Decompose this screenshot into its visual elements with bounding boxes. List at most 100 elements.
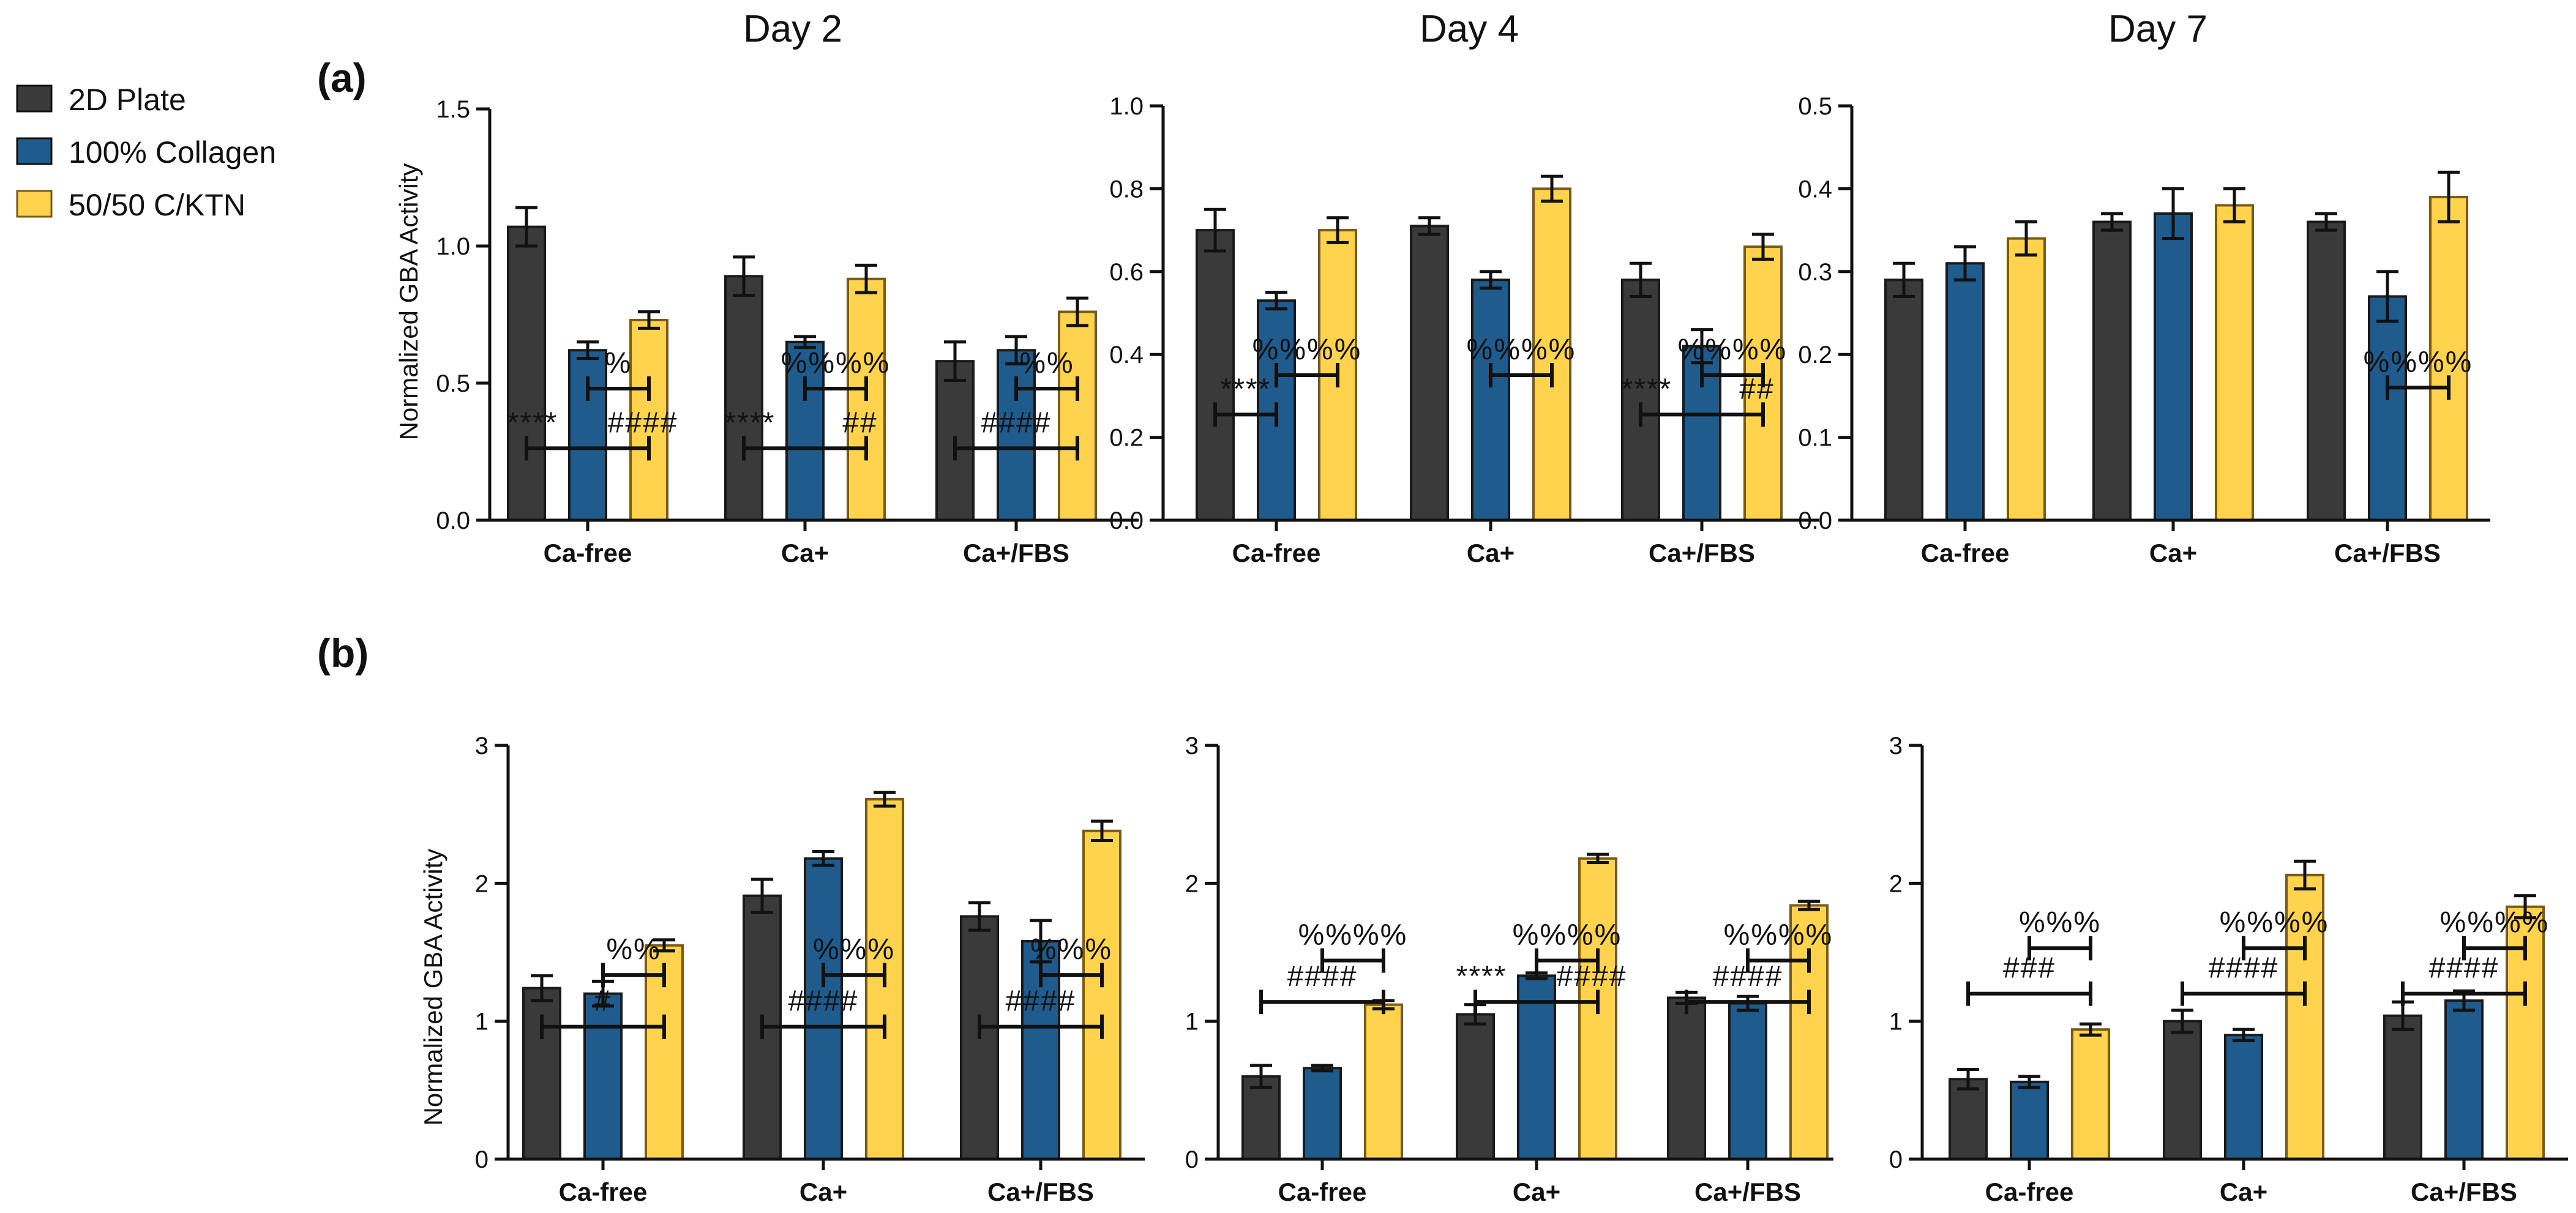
x-ticks: Ca-free Ca+ Ca+/FBS bbox=[559, 1159, 1094, 1206]
significance-label: %%%% bbox=[1513, 919, 1622, 952]
significance-label: #### bbox=[1557, 960, 1627, 993]
bar-c-ktn-ca-plus bbox=[2215, 204, 2254, 522]
x-tick-label-ca-free: Ca-free bbox=[1921, 539, 2010, 567]
bar-2d-plate-ca-free bbox=[1949, 1078, 1988, 1160]
significance-label: %%%% bbox=[1467, 334, 1576, 366]
bar-collagen-ca-plus-fbs bbox=[2368, 295, 2407, 521]
y-tick-label: 1.5 bbox=[436, 96, 470, 123]
significance-label: %%%% bbox=[1298, 919, 1408, 952]
legend-label-50-50-c-ktn: 50/50 C/KTN bbox=[69, 188, 245, 222]
significance-label: %%% bbox=[813, 933, 895, 966]
significance-label: **** bbox=[1221, 373, 1271, 405]
y-axis-label: Normalized GBA Activity bbox=[419, 849, 447, 1126]
significance-label: #### bbox=[1006, 985, 1076, 1018]
significance-label: #### bbox=[981, 406, 1052, 439]
y-tick-label: 0.5 bbox=[1798, 93, 1832, 120]
plot-area: ****%%%% %%%%**** ##%%%% bbox=[1196, 174, 1788, 521]
y-tick-label: 2 bbox=[1889, 870, 1903, 897]
y-ticks: 0.0 0.1 0.2 0.3 0.4 0.5 bbox=[1798, 93, 1852, 534]
legend-swatch-100-collagen bbox=[16, 137, 53, 165]
significance-label: %%%% bbox=[781, 347, 891, 379]
x-tick-label-ca-plus: Ca+ bbox=[781, 539, 829, 567]
bar-2d-plate-ca-free bbox=[1241, 1075, 1281, 1161]
y-tick-label: 0 bbox=[475, 1146, 489, 1173]
bar-collagen-ca-plus bbox=[2154, 212, 2193, 521]
x-tick-label-ca-plus-fbs: Ca+/FBS bbox=[2334, 539, 2441, 567]
x-tick-label-ca-plus-fbs: Ca+/FBS bbox=[987, 1178, 1094, 1206]
bar-c-ktn-ca-plus-fbs bbox=[1058, 310, 1097, 521]
chart-title: Day 4 bbox=[1420, 8, 1519, 50]
y-tick-label: 0 bbox=[1185, 1146, 1199, 1173]
bar-collagen-ca-free bbox=[2010, 1080, 2049, 1161]
significance-label: ## bbox=[1739, 373, 1774, 405]
bar-2d-plate-ca-free bbox=[1884, 278, 1923, 521]
panel-a-day2: Day 2 (a) Normalized GBA Activity **** ##… bbox=[317, 8, 1139, 567]
panel-b-day2: (b) Normalized GBA Activity #%% ####%%% ##… bbox=[317, 630, 1145, 1206]
significance-label: **** bbox=[1622, 373, 1672, 405]
x-ticks: Ca-free Ca+ Ca+/FBS bbox=[1278, 1159, 1801, 1206]
chart-title: Day 2 bbox=[743, 8, 842, 50]
x-ticks: Ca-free Ca+ Ca+/FBS bbox=[1921, 520, 2441, 567]
x-tick-label-ca-plus-fbs: Ca+/FBS bbox=[963, 539, 1069, 567]
chart-title: Day 7 bbox=[2108, 8, 2207, 50]
bar-2d-plate-ca-plus-fbs bbox=[1667, 996, 1706, 1160]
legend-swatch-50-50-c-ktn bbox=[16, 190, 53, 218]
bar-collagen-ca-free bbox=[583, 992, 623, 1160]
x-tick-label-ca-plus-fbs: Ca+/FBS bbox=[1694, 1178, 1801, 1206]
y-tick-label: 3 bbox=[475, 733, 489, 760]
significance-label: # bbox=[594, 985, 612, 1018]
bar-2d-plate-ca-free bbox=[522, 987, 561, 1160]
y-tick-label: 1 bbox=[1889, 1009, 1903, 1036]
x-tick-label-ca-plus: Ca+ bbox=[799, 1178, 847, 1206]
significance-label: **** bbox=[507, 406, 558, 439]
x-tick-label-ca-plus-fbs: Ca+/FBS bbox=[1649, 539, 1755, 567]
y-tick-label: 1 bbox=[1185, 1009, 1199, 1036]
plot-area: #%% ####%%% ####%%% bbox=[522, 791, 1121, 1161]
y-tick-label: 3 bbox=[1185, 733, 1199, 760]
x-tick-label-ca-free: Ca-free bbox=[1278, 1178, 1367, 1206]
bar-2d-plate-ca-plus bbox=[2163, 1020, 2202, 1160]
y-tick-label: 0.4 bbox=[1109, 342, 1144, 368]
significance-label: %%%% bbox=[1724, 919, 1833, 952]
significance-label: %%%% bbox=[1252, 334, 1362, 366]
x-ticks: Ca-free Ca+ Ca+/FBS bbox=[544, 520, 1069, 567]
significance-label: #### bbox=[788, 985, 859, 1018]
bar-c-ktn-ca-plus-fbs bbox=[1082, 829, 1121, 1160]
bar-c-ktn-ca-free bbox=[1364, 1003, 1403, 1161]
plot-area: **** ####% **** ##%%%% ####%% bbox=[507, 206, 1097, 522]
bar-2d-plate-ca-plus bbox=[2092, 220, 2132, 521]
y-tick-label: 2 bbox=[475, 870, 489, 897]
bar-2d-plate-ca-plus bbox=[1410, 225, 1449, 521]
panel-label: (b) bbox=[317, 630, 369, 676]
bar-2d-plate-ca-free bbox=[507, 225, 546, 521]
bar-collagen-ca-plus bbox=[1471, 278, 1510, 521]
y-tick-label: 0.2 bbox=[1109, 425, 1144, 452]
legend-label-2d-plate: 2D Plate bbox=[69, 83, 186, 117]
bar-2d-plate-ca-plus bbox=[1456, 1013, 1495, 1161]
significance-label: **** bbox=[1456, 960, 1507, 993]
significance-label: %%% bbox=[1030, 933, 1112, 966]
significance-label: %%%% bbox=[1678, 334, 1788, 366]
x-tick-label-ca-free: Ca-free bbox=[1232, 539, 1321, 567]
legend-swatch-2d-plate bbox=[16, 84, 53, 113]
plot-area: %%%% bbox=[1884, 170, 2471, 522]
y-ticks: 0.0 0.5 1.0 1.5 bbox=[436, 96, 490, 534]
bar-2d-plate-ca-plus-fbs bbox=[2307, 220, 2346, 521]
y-tick-label: 0.0 bbox=[436, 507, 470, 534]
significance-label: %%% bbox=[2019, 906, 2101, 939]
x-tick-label-ca-free: Ca-free bbox=[559, 1178, 648, 1206]
y-tick-label: 0 bbox=[1889, 1146, 1903, 1173]
bar-collagen-ca-plus-fbs bbox=[1728, 1002, 1767, 1160]
y-tick-label: 1.0 bbox=[436, 233, 470, 260]
bar-2d-plate-ca-plus bbox=[724, 275, 763, 521]
panel-label: (a) bbox=[317, 55, 367, 100]
bar-collagen-ca-free bbox=[1945, 262, 1985, 521]
y-tick-label: 1.0 bbox=[1109, 93, 1144, 120]
y-tick-label: 0.0 bbox=[1798, 507, 1832, 534]
y-tick-label: 0.3 bbox=[1798, 259, 1832, 286]
significance-label: % bbox=[605, 347, 632, 379]
legend: 2D Plate 100% Collagen 50/50 C/KTN bbox=[16, 83, 276, 222]
y-tick-label: 0.0 bbox=[1109, 507, 1144, 534]
